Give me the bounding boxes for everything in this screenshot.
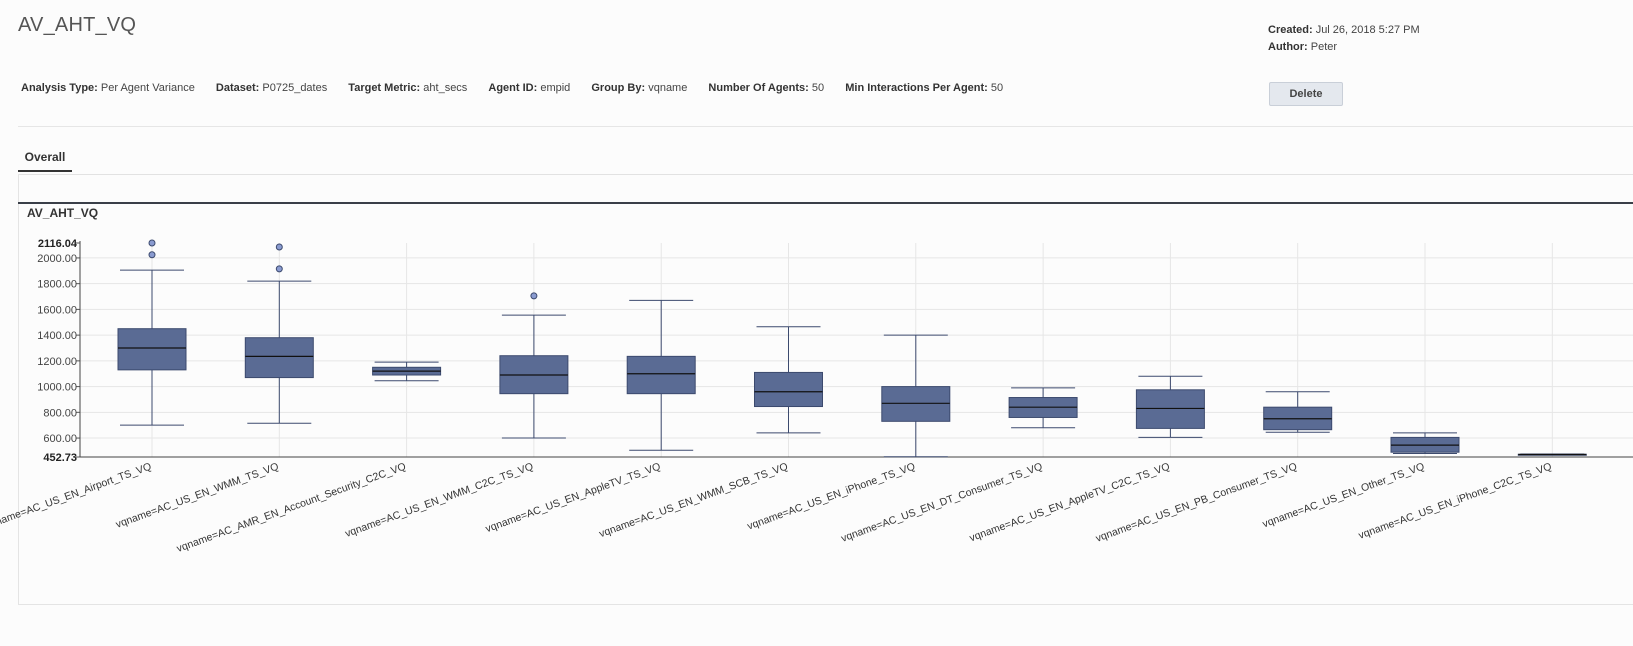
- divider: [18, 174, 1633, 175]
- y-tick-label: 2000.00: [37, 253, 77, 265]
- box-iqr: [1135, 389, 1205, 429]
- x-tick-label: vqname=AC_AMR_EN_Account_Security_C2C_VQ: [175, 461, 408, 555]
- param-value: vqname: [648, 82, 688, 94]
- param-value: Per Agent Variance: [100, 82, 195, 94]
- author-value: Peter: [1310, 41, 1338, 53]
- param-value: aht_secs: [423, 82, 468, 94]
- param-label: Analysis Type:: [21, 82, 98, 94]
- param-min-interactions: Min Interactions Per Agent: 50: [845, 82, 1003, 94]
- box-iqr: [754, 371, 823, 408]
- param-value: empid: [540, 82, 571, 94]
- y-tick-label: 1000.00: [37, 382, 77, 394]
- y-tick-label: 1800.00: [37, 279, 77, 291]
- param-dataset: Dataset: P0725_dates: [216, 82, 327, 94]
- param-value: 50: [990, 82, 1004, 94]
- y-tick-label: 1400.00: [37, 330, 77, 342]
- created-value: Jul 26, 2018 5:27 PM: [1315, 24, 1420, 36]
- param-number-of-agents: Number Of Agents: 50: [708, 82, 824, 94]
- chart-title: AV_AHT_VQ: [27, 206, 99, 220]
- x-tick-label: vqname=AC_US_EN_PB_Consumer_TS_VQ: [1094, 461, 1299, 545]
- analysis-meta: Created: Jul 26, 2018 5:27 PM Author: Pe…: [1268, 22, 1420, 56]
- param-target-metric: Target Metric: aht_secs: [348, 82, 467, 94]
- param-label: Number Of Agents:: [708, 82, 809, 94]
- author-line: Author: Peter: [1268, 39, 1420, 56]
- box-iqr: [117, 328, 187, 371]
- outlier-point: [275, 265, 283, 273]
- created-line: Created: Jul 26, 2018 5:27 PM: [1268, 22, 1420, 39]
- x-tick-label: vqname=AC_US_EN_AppleTV_C2C_TS_VQ: [968, 461, 1171, 545]
- param-label: Min Interactions Per Agent:: [845, 82, 988, 94]
- box-iqr: [881, 386, 951, 422]
- param-group-by: Group By: vqname: [591, 82, 687, 94]
- divider: [18, 126, 1633, 127]
- y-tick-label: 1600.00: [37, 304, 77, 316]
- param-label: Dataset:: [215, 82, 260, 94]
- delete-button[interactable]: Delete: [1269, 82, 1343, 106]
- y-tick-label: 800.00: [43, 407, 77, 419]
- page-title: AV_AHT_VQ: [18, 14, 137, 36]
- x-tick-label: vqname=AC_US_EN_DT_Consumer_TS_VQ: [840, 461, 1045, 545]
- outlier-point: [530, 292, 538, 300]
- y-tick-label: 2116.04: [38, 238, 78, 250]
- y-tick-label: 600.00: [43, 433, 77, 445]
- chart-panel-header-rule: [18, 202, 1633, 204]
- outlier-point: [148, 251, 156, 259]
- param-analysis-type: Analysis Type: Per Agent Variance: [21, 82, 195, 94]
- param-label: Target Metric:: [348, 82, 421, 94]
- box-iqr: [626, 355, 696, 395]
- param-label: Group By:: [591, 82, 646, 94]
- param-label: Agent ID:: [488, 82, 538, 94]
- outlier-point: [148, 239, 156, 247]
- param-value: P0725_dates: [262, 82, 328, 94]
- param-agent-id: Agent ID: empid: [488, 82, 570, 94]
- analysis-params: Analysis Type: Per Agent Variance Datase…: [21, 82, 1021, 94]
- author-label: Author:: [1268, 41, 1308, 53]
- outlier-point: [275, 243, 283, 251]
- y-tick-label: 452.73: [43, 452, 77, 464]
- box-iqr: [244, 337, 314, 379]
- created-label: Created:: [1268, 24, 1313, 36]
- chart-panel: [18, 174, 1633, 605]
- param-value: 50: [811, 82, 825, 94]
- y-tick-label: 1200.00: [37, 356, 77, 368]
- tab-overall[interactable]: Overall: [18, 150, 72, 172]
